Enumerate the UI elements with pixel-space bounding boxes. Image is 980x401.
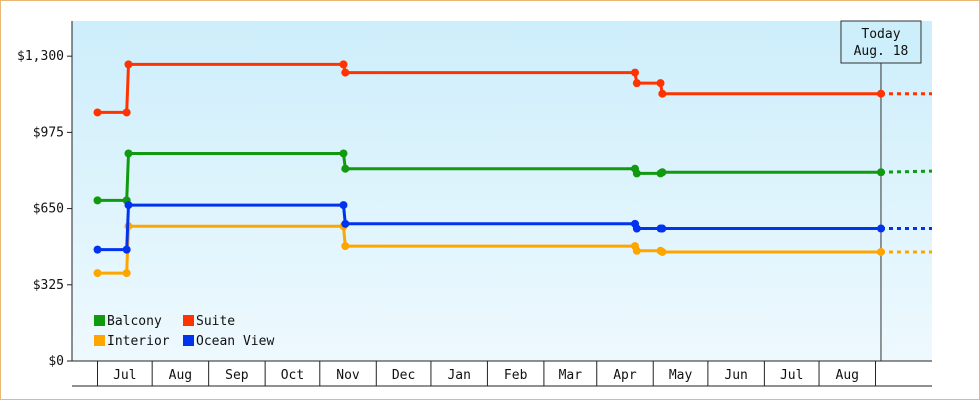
legend-label-balcony: Balcony xyxy=(107,314,162,329)
data-point xyxy=(876,89,885,98)
data-point xyxy=(124,60,133,69)
month-label: Aug xyxy=(169,368,192,383)
y-axis: $0 $325 $650 $975 $1,300 xyxy=(17,21,73,369)
series-ocean_view xyxy=(93,201,932,254)
y-tick-label: $0 xyxy=(48,354,64,369)
month-label: Oct xyxy=(281,368,304,383)
legend-label-ocean_view: Ocean View xyxy=(196,334,274,349)
data-point xyxy=(632,79,641,88)
data-point xyxy=(339,201,348,210)
today-label: Today xyxy=(861,27,900,42)
data-point xyxy=(876,168,885,177)
data-point xyxy=(341,164,350,173)
data-point xyxy=(122,245,131,254)
data-point xyxy=(631,68,640,77)
today-date-label: Aug. 18 xyxy=(854,44,909,59)
data-point xyxy=(658,168,667,177)
data-point xyxy=(93,269,102,278)
series-balcony xyxy=(93,149,933,205)
data-point xyxy=(876,247,885,256)
series-suite xyxy=(93,60,932,117)
data-point xyxy=(658,247,667,256)
legend-label-interior: Interior xyxy=(107,334,170,349)
data-point xyxy=(122,108,131,117)
data-point xyxy=(876,224,885,233)
data-point xyxy=(124,201,133,210)
today-box xyxy=(840,20,922,64)
month-label: Jul xyxy=(113,368,136,383)
month-label: Aug xyxy=(836,368,859,383)
legend: Balcony Suite Interior Ocean View xyxy=(94,314,274,349)
y-tick-label: $325 xyxy=(33,278,64,293)
today-marker: Today Aug. 18 xyxy=(840,20,922,361)
data-point xyxy=(93,245,102,254)
month-label: Dec xyxy=(392,368,415,383)
legend-swatch-ocean_view xyxy=(183,335,194,346)
y-tick-label: $1,300 xyxy=(17,49,64,64)
data-point xyxy=(122,269,131,278)
series-line xyxy=(97,62,881,114)
month-label: Sep xyxy=(225,368,249,383)
data-point xyxy=(658,89,667,98)
legend-swatch-suite xyxy=(183,315,194,326)
data-point xyxy=(632,224,641,233)
data-point xyxy=(632,246,641,255)
month-label: Jan xyxy=(447,368,470,383)
month-label: Jul xyxy=(780,368,803,383)
legend-label-suite: Suite xyxy=(196,314,235,329)
data-point xyxy=(341,242,350,251)
y-tick-label: $975 xyxy=(33,125,64,140)
data-point xyxy=(341,219,350,228)
month-label: Nov xyxy=(336,368,360,383)
month-label: Apr xyxy=(613,368,637,383)
month-label: May xyxy=(669,368,693,383)
month-label: Mar xyxy=(559,368,583,383)
data-point xyxy=(93,108,102,117)
y-tick-label: $650 xyxy=(33,202,64,217)
data-point xyxy=(656,79,665,88)
data-point xyxy=(339,149,348,158)
series-layer xyxy=(93,60,933,278)
data-point xyxy=(93,196,102,205)
data-point xyxy=(124,149,133,158)
x-axis: Jul Aug Sep Oct Nov Dec Jan Feb Mar Apr May Jun Jul A… xyxy=(72,360,932,387)
plot-area xyxy=(72,21,932,361)
data-point xyxy=(632,169,641,178)
data-point xyxy=(341,68,350,77)
month-label: Jun xyxy=(724,368,747,383)
data-point xyxy=(658,224,667,233)
month-label: Feb xyxy=(504,368,528,383)
legend-swatch-interior xyxy=(94,335,105,346)
series-projection xyxy=(880,169,933,174)
legend-swatch-balcony xyxy=(94,315,105,326)
data-point xyxy=(339,60,348,69)
